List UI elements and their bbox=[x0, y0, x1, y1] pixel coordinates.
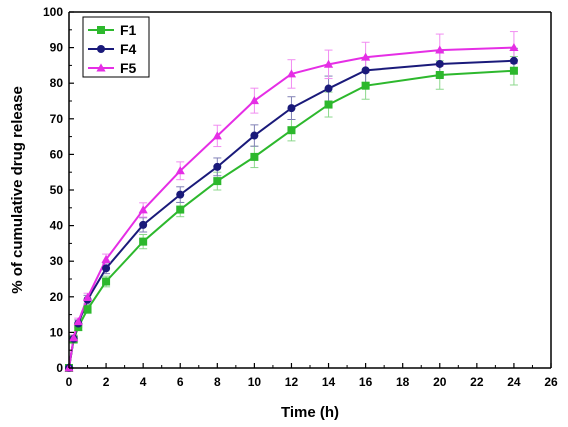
x-tick-label: 6 bbox=[177, 375, 184, 389]
data-point-f1 bbox=[139, 237, 148, 246]
x-tick-label: 2 bbox=[103, 375, 110, 389]
data-point-f1 bbox=[176, 205, 185, 214]
data-point-f5 bbox=[361, 52, 371, 61]
y-tick-label: 90 bbox=[50, 41, 64, 55]
data-point-f1 bbox=[83, 305, 92, 314]
data-point-f4 bbox=[287, 104, 296, 113]
data-point-f4 bbox=[213, 162, 222, 171]
data-point-f5 bbox=[82, 292, 93, 301]
data-point-f5 bbox=[286, 69, 297, 78]
data-point-f5 bbox=[435, 45, 445, 54]
legend-marker-f4 bbox=[97, 45, 105, 53]
legend-label-f4: F4 bbox=[120, 41, 137, 57]
x-tick-label: 18 bbox=[396, 375, 410, 389]
x-tick-label: 16 bbox=[359, 375, 373, 389]
x-tick-label: 22 bbox=[470, 375, 484, 389]
x-tick-label: 24 bbox=[507, 375, 521, 389]
x-tick-label: 4 bbox=[140, 375, 147, 389]
y-tick-label: 0 bbox=[56, 361, 63, 375]
data-point-f5 bbox=[69, 333, 79, 342]
data-point-f1 bbox=[213, 177, 222, 186]
x-tick-label: 12 bbox=[285, 375, 299, 389]
series-markers bbox=[64, 43, 519, 372]
data-point-f4 bbox=[102, 264, 111, 273]
data-point-f5 bbox=[249, 96, 259, 105]
y-tick-label: 80 bbox=[50, 76, 64, 90]
y-axis-title: % of cumulative drug release bbox=[9, 86, 26, 294]
data-point-f4 bbox=[176, 190, 185, 199]
data-point-f5 bbox=[73, 317, 83, 326]
error-bars bbox=[69, 31, 518, 343]
data-point-f1 bbox=[250, 152, 259, 161]
legend-marker-f1 bbox=[97, 26, 105, 34]
y-tick-label: 40 bbox=[50, 219, 64, 233]
data-point-f1 bbox=[435, 71, 444, 80]
y-tick-label: 20 bbox=[50, 290, 64, 304]
x-axis-title: Time (h) bbox=[281, 404, 339, 421]
y-tick-label: 100 bbox=[43, 5, 63, 19]
data-point-f5 bbox=[175, 166, 185, 175]
series-line-f5 bbox=[68, 46, 514, 369]
data-point-f5 bbox=[212, 131, 222, 140]
y-tick-label: 50 bbox=[50, 183, 64, 197]
data-point-f1 bbox=[102, 277, 111, 286]
series-lines bbox=[68, 46, 514, 369]
data-point-f4 bbox=[324, 84, 333, 93]
data-point-f4 bbox=[509, 56, 518, 65]
y-tick-label: 60 bbox=[50, 147, 64, 161]
data-point-f5 bbox=[509, 43, 519, 52]
data-point-f5 bbox=[323, 59, 334, 68]
data-point-f1 bbox=[509, 66, 518, 75]
data-point-f4 bbox=[139, 220, 148, 229]
x-tick-label: 14 bbox=[322, 375, 336, 389]
data-point-f4 bbox=[250, 131, 259, 140]
legend: F1 F4 F5 bbox=[82, 16, 150, 78]
x-tick-label: 20 bbox=[433, 375, 447, 389]
x-tick-label: 26 bbox=[544, 375, 558, 389]
legend-label-f1: F1 bbox=[120, 22, 137, 38]
y-tick-label: 30 bbox=[50, 254, 64, 268]
x-tick-label: 10 bbox=[248, 375, 262, 389]
data-point-f1 bbox=[361, 81, 370, 90]
legend-marker-f5 bbox=[96, 63, 106, 72]
legend-label-f5: F5 bbox=[120, 60, 137, 76]
x-tick-label: 8 bbox=[214, 375, 221, 389]
data-point-f4 bbox=[435, 59, 444, 68]
data-point-f1 bbox=[324, 100, 333, 109]
data-point-f1 bbox=[287, 126, 296, 135]
y-tick-label: 70 bbox=[50, 112, 64, 126]
x-tick-label: 0 bbox=[66, 375, 73, 389]
data-point-f4 bbox=[361, 66, 370, 75]
y-tick-label: 10 bbox=[50, 325, 64, 339]
data-point-f5 bbox=[101, 254, 111, 263]
data-point-f5 bbox=[138, 205, 148, 214]
